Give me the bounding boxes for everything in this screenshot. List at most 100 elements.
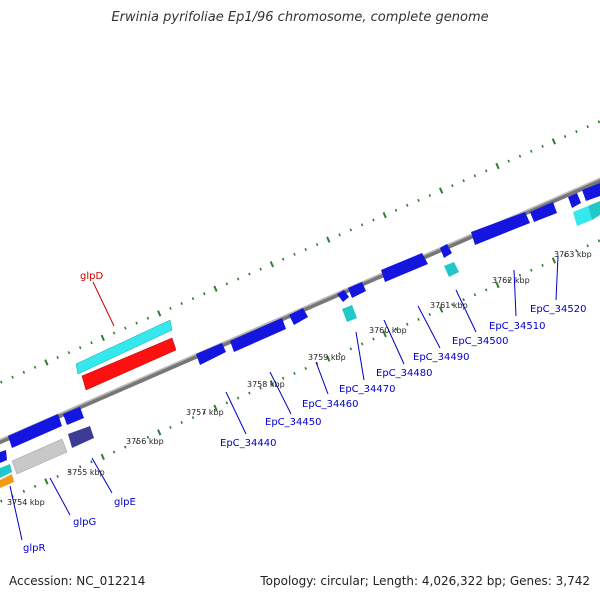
gene-glpG[interactable] (11, 438, 68, 475)
tick-mark (281, 376, 285, 380)
tick-mark (213, 404, 218, 411)
tick-mark (90, 460, 93, 464)
tick-mark (112, 331, 116, 335)
tick-marks (0, 120, 600, 503)
gene-glpD-cyan[interactable] (75, 319, 173, 375)
tick-mark (518, 273, 522, 277)
gene-right-teal-1[interactable] (573, 206, 592, 226)
gene-right-blue-1[interactable] (568, 193, 581, 208)
gene-label-EpC-34500[interactable]: EpC_34500 (452, 336, 508, 347)
tick-mark (135, 321, 138, 325)
leader-EpC-34440 (225, 391, 247, 435)
tick-mark (202, 411, 206, 415)
tick-mark (281, 257, 285, 261)
leader-EpC-34480 (383, 319, 405, 365)
tick-mark (180, 420, 183, 425)
tick-mark (563, 134, 567, 139)
tick-mark (269, 380, 275, 387)
tick-mark (248, 391, 251, 395)
tick-mark (248, 272, 251, 276)
gene-EpC-34440[interactable] (196, 343, 226, 365)
gene-glpD-red[interactable] (81, 337, 177, 391)
gene-EpC-34510[interactable] (471, 212, 530, 245)
scale-label-3757: 3757 kbp (186, 408, 224, 417)
gene-label-EpC-34480[interactable]: EpC_34480 (376, 368, 432, 379)
gene-EpC-34470b[interactable] (348, 282, 366, 298)
gene-EpC-34470-teal[interactable] (342, 305, 357, 322)
tick-mark (551, 138, 557, 145)
gene-label-EpC-34520[interactable]: EpC_34520 (530, 304, 586, 315)
gene-label-EpC-34450[interactable]: EpC_34450 (265, 417, 321, 428)
gene-right-teal-2[interactable] (588, 201, 600, 220)
tick-mark (157, 310, 162, 317)
gene-EpC-34520[interactable] (530, 202, 557, 222)
tick-mark (22, 370, 26, 374)
tick-mark (293, 252, 296, 256)
gene-label-EpC-34490[interactable]: EpC_34490 (413, 352, 469, 363)
tick-mark (338, 233, 341, 237)
tick-mark (405, 322, 409, 326)
gene-EpC-34500-teal[interactable] (444, 262, 459, 277)
tick-mark (438, 187, 444, 194)
tick-mark (67, 470, 71, 474)
tick-mark (56, 355, 59, 360)
scale-label-3760: 3760 kbp (369, 326, 407, 335)
leader-glpG (49, 477, 71, 516)
gene-label-EpC-34510[interactable]: EpC_34510 (489, 321, 545, 332)
gene-glpR-orange[interactable] (0, 474, 14, 488)
tick-mark (67, 351, 71, 355)
tick-mark (180, 301, 183, 306)
gene-EpC-34450[interactable] (230, 318, 286, 352)
tick-mark (541, 144, 544, 148)
tick-mark (349, 228, 353, 232)
gene-label-glpR[interactable]: glpR (23, 543, 45, 554)
tick-mark (394, 327, 398, 331)
gene-label-glpE[interactable]: glpE (114, 497, 136, 508)
tick-mark (236, 396, 240, 400)
gene-label-EpC-34470[interactable]: EpC_34470 (339, 384, 395, 395)
tick-mark (112, 450, 116, 454)
gene-left-blue-3[interactable] (0, 450, 7, 463)
tick-mark (495, 162, 500, 170)
tick-mark (360, 342, 364, 346)
tick-mark (169, 425, 172, 429)
gene-label-glpG[interactable]: glpG (73, 517, 96, 528)
scale-label-3759: 3759 kbp (308, 353, 346, 362)
tick-mark (462, 298, 465, 302)
tick-mark (124, 445, 127, 449)
tick-mark (146, 316, 150, 320)
scale-label-3762: 3762 kbp (492, 276, 530, 285)
tick-mark (202, 292, 206, 296)
tick-mark (22, 489, 26, 493)
gene-glpE[interactable] (68, 426, 94, 448)
tick-mark (259, 267, 262, 271)
tick-mark (146, 435, 150, 439)
gene-EpC-34490[interactable] (440, 244, 452, 258)
tick-mark (405, 203, 409, 207)
tick-mark (507, 278, 511, 282)
tick-mark (44, 478, 49, 485)
gene-right-blue-2[interactable] (582, 183, 600, 201)
tick-mark (473, 174, 477, 178)
tick-mark (360, 223, 364, 227)
tick-mark (417, 198, 420, 202)
leader-glpE (91, 457, 113, 494)
gene-glpR-cyan[interactable] (0, 464, 12, 478)
gene-left-blue-1[interactable] (8, 414, 62, 448)
tick-mark (100, 334, 105, 341)
gene-label-glpD[interactable]: glpD (80, 271, 103, 282)
tick-mark (33, 365, 37, 369)
tick-mark (428, 312, 432, 317)
gene-EpC-34470a[interactable] (337, 290, 349, 302)
gene-left-blue-2[interactable] (63, 407, 84, 425)
tick-mark (0, 380, 3, 384)
tick-mark (169, 306, 172, 310)
tick-mark (191, 297, 195, 301)
gene-label-EpC-34440[interactable]: EpC_34440 (220, 438, 276, 449)
tick-mark (462, 179, 465, 183)
gene-label-EpC-34460[interactable]: EpC_34460 (302, 399, 358, 410)
tick-mark (417, 317, 420, 321)
gene-EpC-34480[interactable] (381, 253, 428, 282)
gene-EpC-34460[interactable] (289, 308, 308, 325)
